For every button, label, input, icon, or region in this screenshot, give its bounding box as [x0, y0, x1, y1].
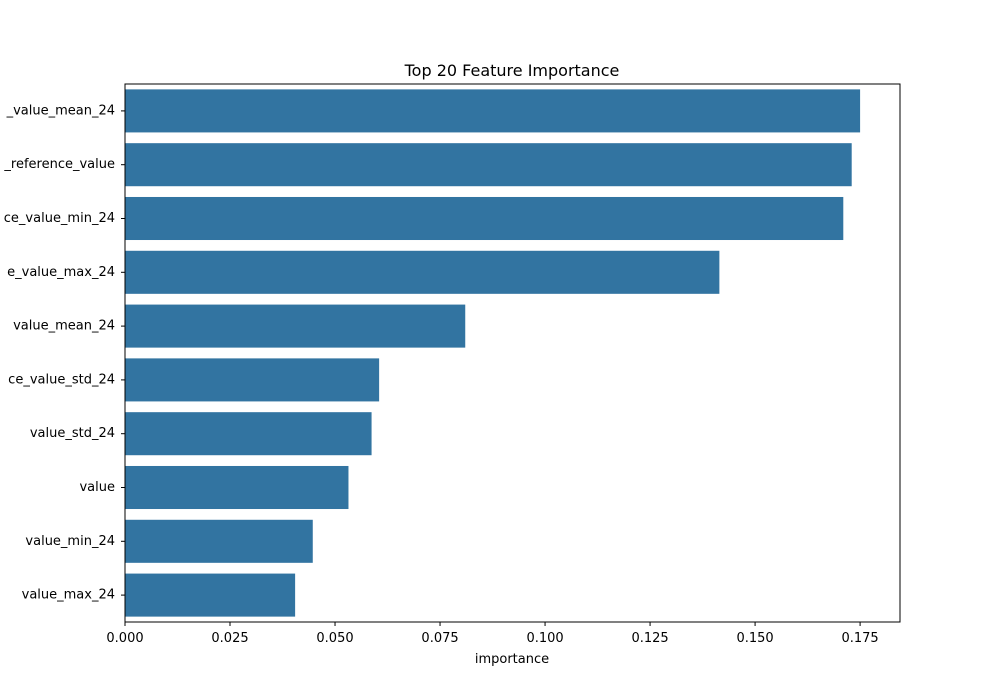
bar-4 [125, 304, 466, 348]
x-tick-label-2: 0.050 [316, 631, 353, 646]
y-tick-label-8: value_min_24 [25, 534, 115, 549]
y-tick-label-2: ce_value_min_24 [4, 211, 115, 226]
y-tick-label-6: value_std_24 [30, 426, 115, 441]
bar-7 [125, 465, 349, 510]
bar-6 [125, 412, 372, 456]
x-axis-ticks: 0.000 0.025 0.050 0.075 0.100 0.125 0.150 0.175 [106, 622, 879, 646]
bar-2 [125, 196, 844, 241]
bar-8 [125, 519, 313, 563]
bar-9 [125, 573, 296, 617]
chart-title: Top 20 Feature Importance [404, 61, 620, 80]
y-tick-label-9: value_max_24 [22, 588, 115, 603]
plot-frame [124, 83, 901, 623]
y-tick-label-3: e_value_max_24 [7, 265, 115, 280]
x-tick-label-7: 0.175 [841, 631, 878, 646]
y-tick-label-4: value_mean_24 [13, 319, 115, 334]
bar-1 [125, 143, 852, 187]
y-tick-label-5: ce_value_std_24 [8, 372, 115, 387]
y-axis-ticks: _value_mean_24 _reference_value ce_value_m… [3, 103, 125, 603]
x-tick-label-6: 0.150 [736, 631, 773, 646]
y-tick-label-1: _reference_value [3, 157, 115, 172]
bar-3 [125, 250, 720, 294]
x-tick-label-3: 0.075 [421, 631, 458, 646]
y-tick-label-0: _value_mean_24 [6, 103, 115, 118]
bar-5 [125, 358, 380, 402]
x-tick-label-5: 0.125 [631, 631, 668, 646]
bar-0 [125, 89, 861, 133]
x-axis-label: importance [475, 652, 549, 667]
y-tick-label-7: value [79, 480, 115, 495]
x-tick-label-4: 0.100 [526, 631, 563, 646]
x-tick-label-0: 0.000 [106, 631, 143, 646]
x-tick-label-1: 0.025 [211, 631, 248, 646]
bars-group [125, 89, 861, 617]
